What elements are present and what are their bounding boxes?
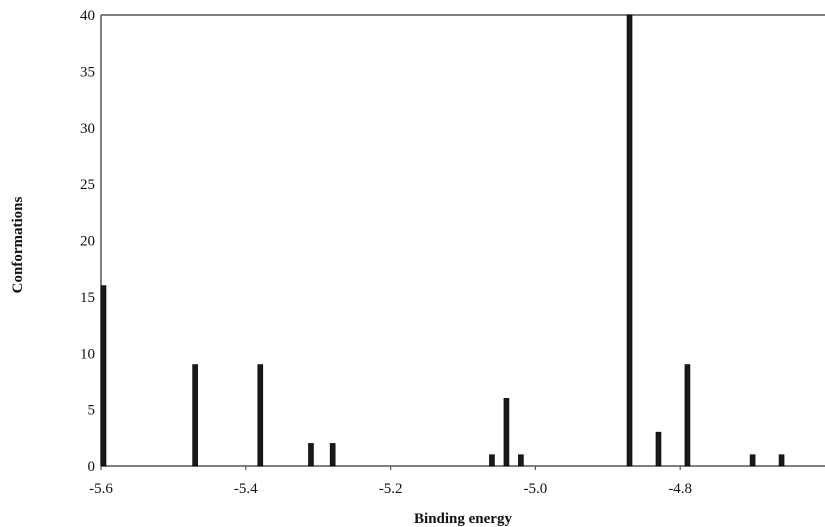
y-tick-label: 35: [80, 64, 95, 80]
bar: [192, 364, 198, 467]
y-tick-label: 20: [80, 234, 95, 250]
x-tick-label: -5.0: [524, 481, 548, 497]
bar: [518, 454, 524, 467]
plot-frame: [100, 14, 825, 467]
bar: [308, 443, 314, 467]
bar: [257, 364, 264, 467]
y-tick-labels: 0 5 10 15 20 25 30 35 40: [80, 8, 95, 475]
bar: [329, 443, 336, 467]
y-tick-label: 30: [80, 121, 95, 137]
x-tick-label: -5.6: [89, 481, 113, 497]
bar: [655, 431, 662, 467]
y-tick-label: 5: [88, 403, 96, 419]
x-tick-label: -5.4: [234, 481, 258, 497]
y-tick-label: 40: [80, 8, 95, 24]
bar: [778, 454, 785, 467]
bar: [626, 14, 633, 467]
x-axis-title: Binding energy: [414, 511, 512, 527]
bar: [100, 285, 107, 467]
bar: [503, 398, 510, 467]
bars: [100, 14, 785, 467]
bar: [749, 454, 756, 467]
y-tick-label: 10: [80, 346, 95, 362]
y-axis-title: Conformations: [10, 197, 26, 294]
bar: [489, 454, 495, 467]
y-tick-label: 15: [80, 290, 95, 306]
bar: [684, 364, 691, 467]
x-tick-label: -5.2: [379, 481, 403, 497]
y-tick-label: 0: [88, 459, 96, 475]
x-tick-label: -4.8: [668, 481, 692, 497]
x-tick-labels: -5.6 -5.4 -5.2 -5.0 -4.8: [89, 466, 692, 497]
y-tick-label: 25: [80, 177, 95, 193]
